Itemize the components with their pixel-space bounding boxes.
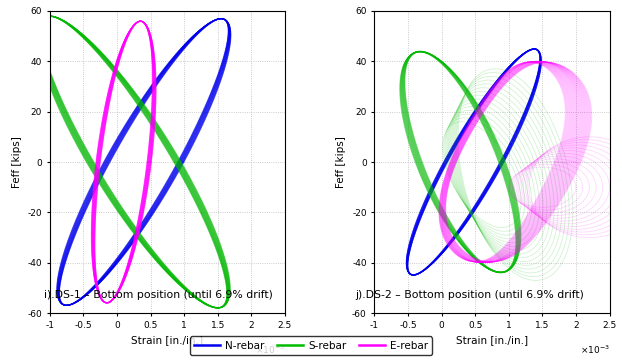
Text: $\times10^{-3}$: $\times10^{-3}$ xyxy=(255,343,285,356)
X-axis label: Strain [in./in.]: Strain [in./in.] xyxy=(131,336,203,345)
Text: j).DS-2 – Bottom position (until 6.9% drift): j).DS-2 – Bottom position (until 6.9% dr… xyxy=(355,290,584,300)
Text: $\times10^{-3}$: $\times10^{-3}$ xyxy=(580,343,610,356)
Y-axis label: Feff [kips]: Feff [kips] xyxy=(12,136,22,188)
Y-axis label: Feff [kips]: Feff [kips] xyxy=(337,136,346,188)
Text: i).DS-1 – Bottom position (until 6.9% drift): i).DS-1 – Bottom position (until 6.9% dr… xyxy=(44,290,273,300)
X-axis label: Strain [in./in.]: Strain [in./in.] xyxy=(456,336,528,345)
Legend: N-rebar, S-rebar, E-rebar: N-rebar, S-rebar, E-rebar xyxy=(190,337,432,355)
